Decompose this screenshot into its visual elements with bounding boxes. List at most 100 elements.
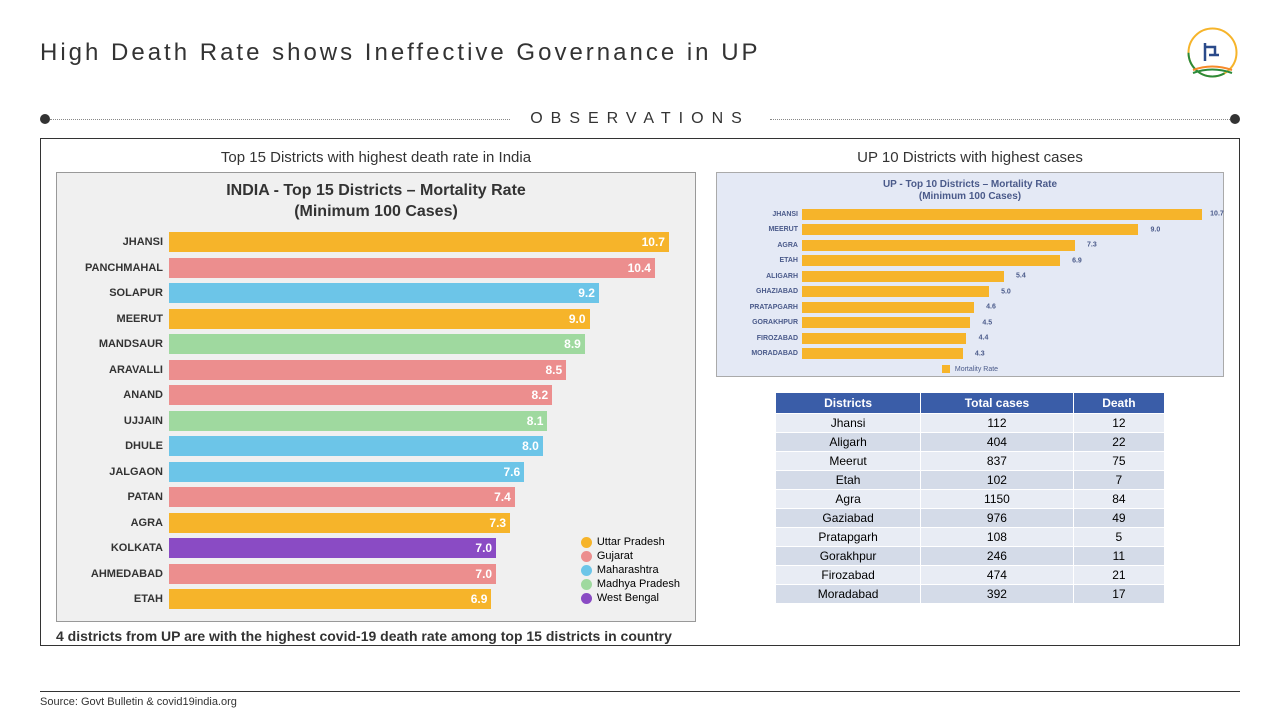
bar: 8.9: [169, 334, 585, 354]
bar-label: SOLAPUR: [69, 287, 169, 299]
mini-bar-row: JHANSI10.7: [727, 207, 1213, 221]
bar-value: 8.1: [527, 414, 544, 428]
table-cell: Firozabad: [776, 566, 921, 585]
table-row: Firozabad47421: [776, 566, 1165, 585]
bar-value: 7.6: [503, 465, 520, 479]
divider-label: OBSERVATIONS: [510, 110, 770, 128]
bar: 7.0: [169, 564, 496, 584]
bar-label: ANAND: [69, 389, 169, 401]
table-row: Moradabad39217: [776, 585, 1165, 604]
bar-label: MEERUT: [69, 313, 169, 325]
mini-bar: 4.5: [802, 317, 970, 328]
legend-swatch: [581, 593, 592, 604]
table-cell: Gaziabad: [776, 509, 921, 528]
district-data-table: DistrictsTotal casesDeath Jhansi11212Ali…: [775, 392, 1165, 604]
mini-bar: 4.4: [802, 333, 966, 344]
bar-row: AGRA 7.3: [69, 511, 683, 535]
table-header: Districts: [776, 393, 921, 414]
bar-value: 10.7: [642, 235, 665, 249]
bar-row: ARAVALLI8.5: [69, 358, 683, 382]
mini-bar-value: 9.0: [1151, 226, 1161, 233]
table-cell: Agra: [776, 490, 921, 509]
mini-bar-label: MORADABAD: [727, 350, 802, 357]
mini-bar-row: MORADABAD 4.3: [727, 347, 1213, 361]
table-cell: 5: [1073, 528, 1164, 547]
mini-bar: 7.3: [802, 240, 1075, 251]
legend-item: West Bengal: [581, 592, 680, 604]
mini-bar: 10.7: [802, 209, 1202, 220]
mini-bar-label: ALIGARH: [727, 273, 802, 280]
bar-value: 7.0: [475, 567, 492, 581]
table-cell: 22: [1073, 433, 1164, 452]
bar-row: SOLAPUR 9.2: [69, 282, 683, 306]
bar-label: KOLKATA: [69, 542, 169, 554]
mini-bar-label: FIROZABAD: [727, 335, 802, 342]
table-cell: 474: [921, 566, 1074, 585]
bar-label: JALGAON: [69, 466, 169, 478]
table-cell: 976: [921, 509, 1074, 528]
mini-bar: 9.0: [802, 224, 1138, 235]
mini-bar-value: 10.7: [1210, 211, 1224, 218]
mini-bar-label: JHANSI: [727, 211, 802, 218]
mini-bar-value: 4.6: [986, 304, 996, 311]
bar: 8.2: [169, 385, 552, 405]
legend-swatch: [581, 579, 592, 590]
bar: 6.9: [169, 589, 491, 609]
table-row: Gorakhpur24611: [776, 547, 1165, 566]
table-cell: Moradabad: [776, 585, 921, 604]
bar-label: PANCHMAHAL: [69, 262, 169, 274]
legend-label: Maharashtra: [597, 564, 659, 576]
bar-value: 7.3: [489, 516, 506, 530]
bar-row: DHULE8.0: [69, 435, 683, 459]
bar-label: UJJAIN: [69, 415, 169, 427]
bar-label: AHMEDABAD: [69, 568, 169, 580]
mini-bar-row: GHAZIABAD5.0: [727, 285, 1213, 299]
bar-row: JALGAON 7.6: [69, 460, 683, 484]
mini-bar: 6.9: [802, 255, 1060, 266]
bar-row: ANAND8.2: [69, 384, 683, 408]
mini-bar-label: GORAKHPUR: [727, 319, 802, 326]
mini-bar-row: ETAH6.9: [727, 254, 1213, 268]
table-row: Aligarh40422: [776, 433, 1165, 452]
bar: 9.0: [169, 309, 590, 329]
bar-value: 6.9: [471, 592, 488, 606]
mini-bar-value: 4.3: [975, 350, 985, 357]
bar: 8.0: [169, 436, 543, 456]
legend-label: West Bengal: [597, 592, 659, 604]
table-cell: 12: [1073, 414, 1164, 433]
mini-bar-value: 7.3: [1087, 242, 1097, 249]
mini-bar-row: GORAKHPUR4.5: [727, 316, 1213, 330]
bar-label: ETAH: [69, 593, 169, 605]
bar-value: 9.2: [578, 286, 595, 300]
table-cell: 112: [921, 414, 1074, 433]
legend-swatch: [581, 551, 592, 562]
bar: 7.4: [169, 487, 515, 507]
legend-item: Uttar Pradesh: [581, 536, 680, 548]
bar-value: 10.4: [628, 261, 651, 275]
bar-row: JHANSI10.7: [69, 231, 683, 255]
mini-title-2: (Minimum 100 Cases): [919, 191, 1021, 202]
table-header: Death: [1073, 393, 1164, 414]
bar-value: 8.9: [564, 337, 581, 351]
mini-bar-label: MEERUT: [727, 226, 802, 233]
bar: 7.3: [169, 513, 510, 533]
bar-row: MEERUT9.0: [69, 307, 683, 331]
mini-bar-row: PRATAPGARH4.6: [727, 300, 1213, 314]
table-cell: Etah: [776, 471, 921, 490]
table-cell: 75: [1073, 452, 1164, 471]
bar-value: 7.0: [475, 541, 492, 555]
bar-label: ARAVALLI: [69, 364, 169, 376]
mini-bar-value: 4.5: [982, 319, 992, 326]
table-cell: 17: [1073, 585, 1164, 604]
table-row: Pratapgarh1085: [776, 528, 1165, 547]
bar-value: 8.0: [522, 439, 539, 453]
bar: 10.4: [169, 258, 655, 278]
mini-bar-value: 5.4: [1016, 273, 1026, 280]
source-citation: Source: Govt Bulletin & covid19india.org: [40, 691, 1240, 708]
table-row: Meerut83775: [776, 452, 1165, 471]
bar-label: AGRA: [69, 517, 169, 529]
table-cell: 7: [1073, 471, 1164, 490]
table-row: Jhansi11212: [776, 414, 1165, 433]
left-panel-title: Top 15 Districts with highest death rate…: [56, 149, 696, 166]
table-cell: 1150: [921, 490, 1074, 509]
